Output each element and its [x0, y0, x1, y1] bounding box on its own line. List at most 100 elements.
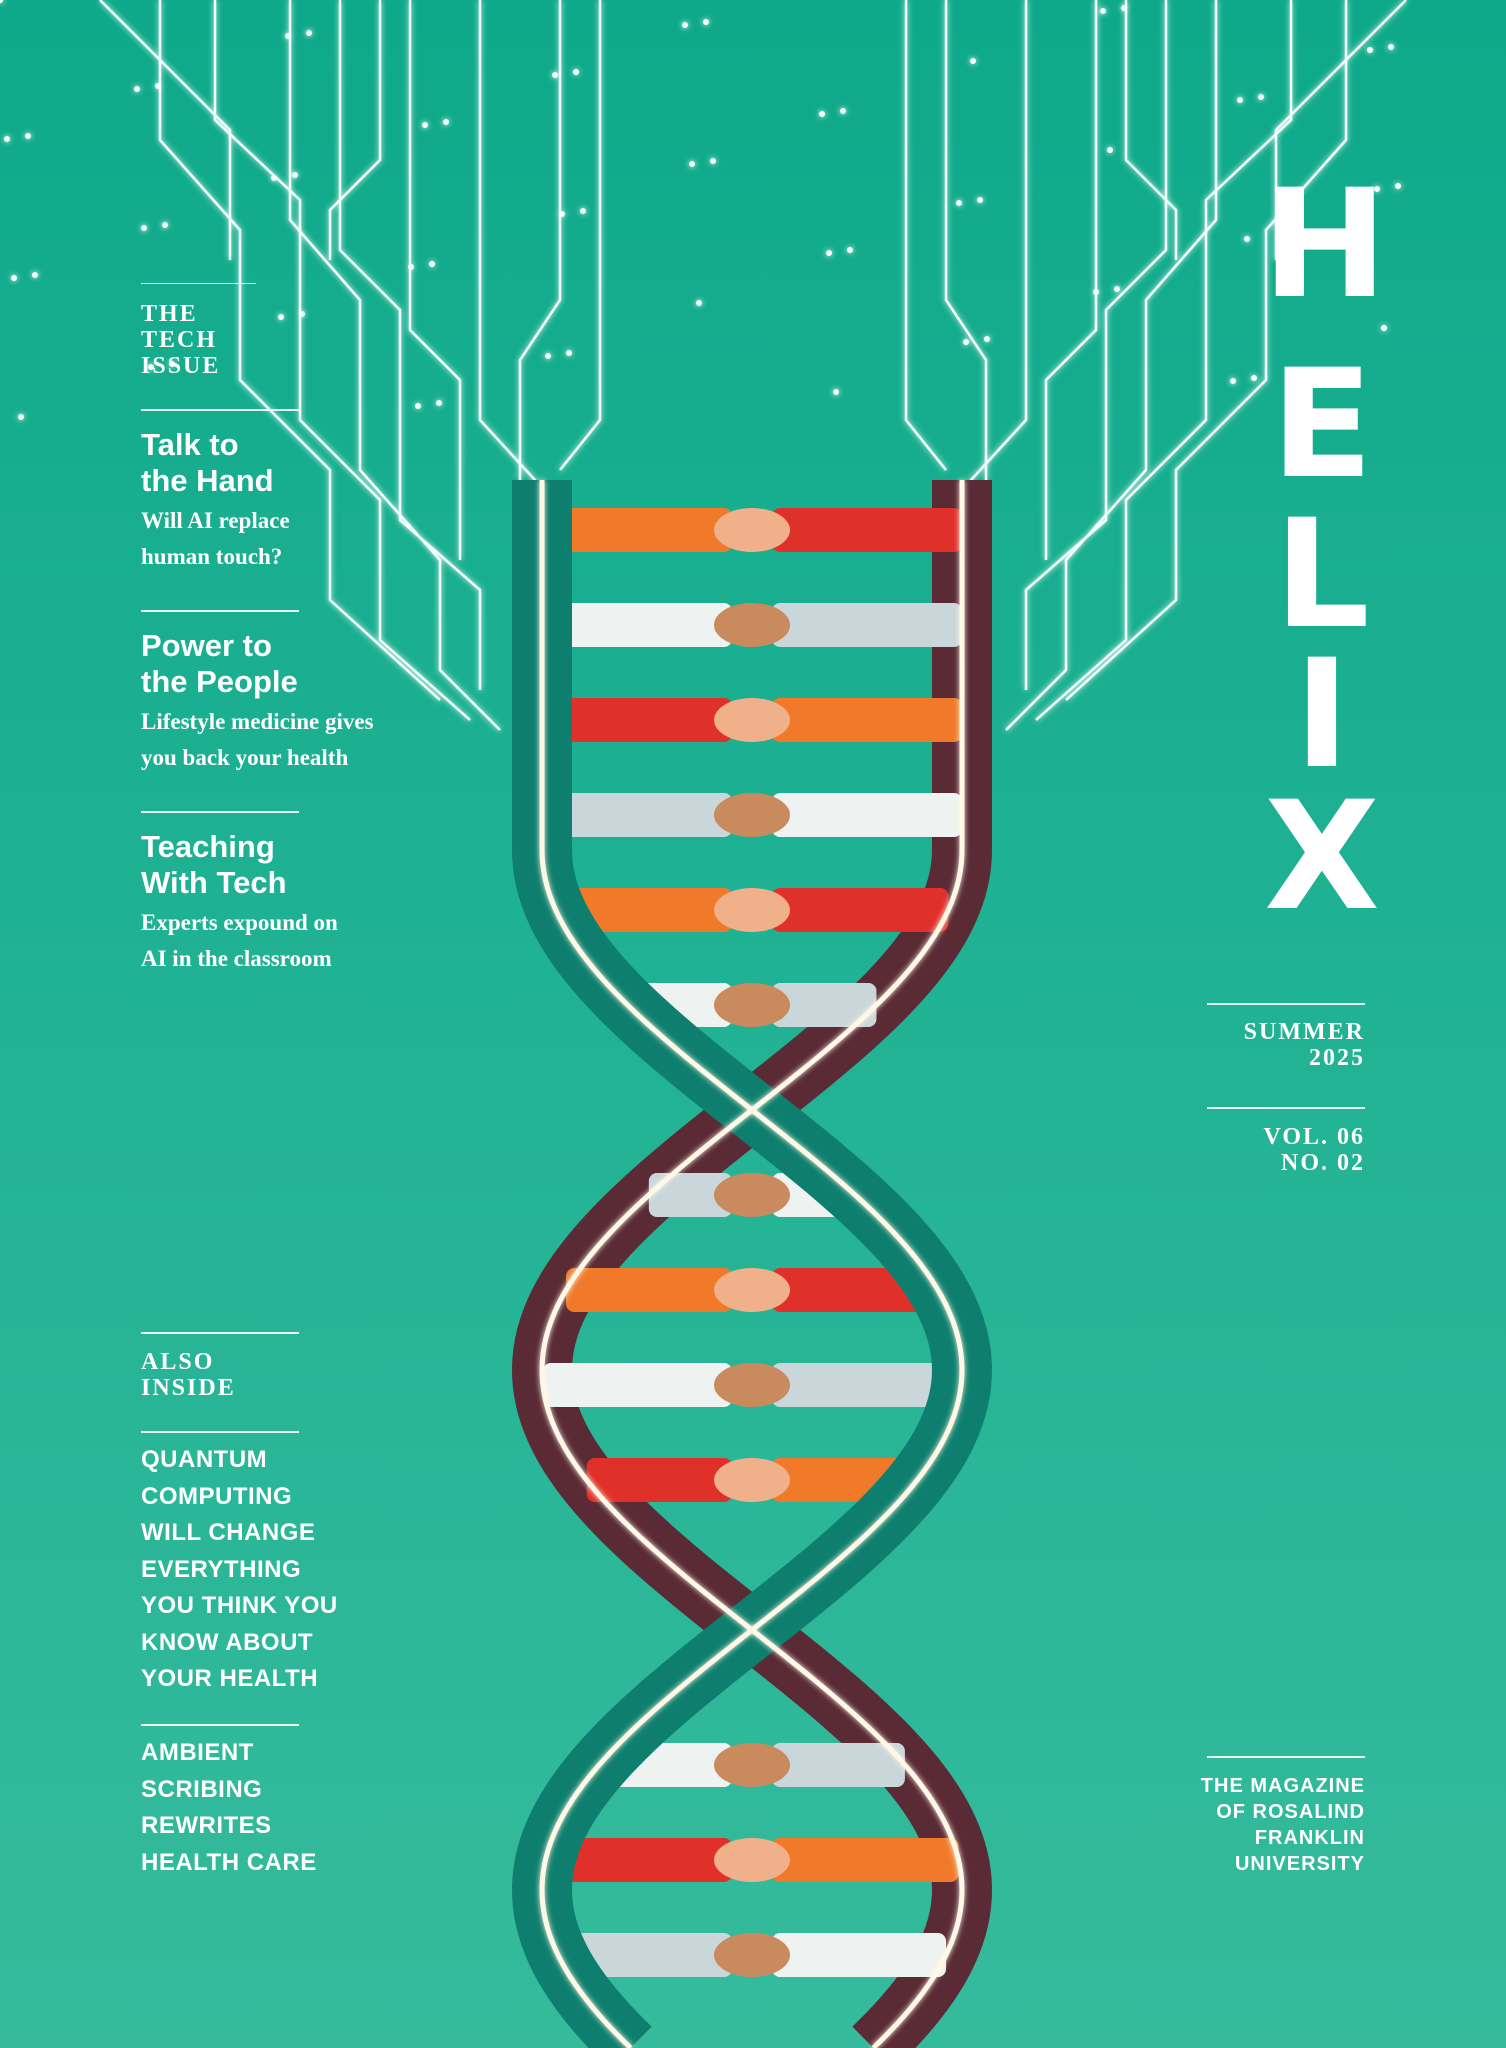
masthead-letter: I	[1294, 628, 1350, 802]
circuit-dot	[819, 111, 825, 117]
circuit-dot	[580, 208, 586, 214]
circuit-dot	[1121, 5, 1127, 11]
circuit-dot	[1381, 325, 1387, 331]
divider	[1207, 1107, 1365, 1109]
circuit-trace	[1065, 0, 1348, 701]
kicker-line: THE	[141, 301, 198, 327]
story-title: the Hand	[141, 463, 274, 498]
sleeve-left	[566, 1268, 732, 1312]
also-inside-item-1[interactable]: QUANTUM COMPUTING WILL CHANGE EVERYTHING…	[141, 1442, 338, 1698]
circuit-dot	[840, 108, 846, 114]
circuit-dot	[429, 261, 435, 267]
divider	[141, 1724, 299, 1726]
dna-helix	[512, 480, 992, 2048]
circuit-dot	[436, 400, 442, 406]
circuit-trace	[1124, 0, 1178, 260]
circuit-trace	[213, 0, 471, 721]
circuit-traces	[0, 0, 1407, 731]
sleeve-left	[542, 1363, 732, 1407]
circuit-trace	[559, 0, 602, 471]
divider	[1207, 1756, 1365, 1758]
circuit-dot	[1107, 147, 1113, 153]
story-title: Talk to	[141, 427, 239, 462]
headline-line: REWRITES	[141, 1812, 272, 1839]
also-inside-item-2[interactable]: AMBIENT SCRIBING REWRITES HEALTH CARE	[141, 1735, 317, 1881]
publisher-text: OF ROSALIND	[1216, 1801, 1365, 1823]
sleeve-right	[772, 1363, 962, 1407]
divider	[141, 1431, 299, 1433]
circuit-trace	[338, 0, 482, 690]
kicker-line: ISSUE	[141, 353, 221, 379]
circuit-trace	[904, 0, 947, 471]
sleeve-left	[542, 793, 732, 837]
handshake	[714, 983, 790, 1027]
label-line: INSIDE	[141, 1375, 236, 1401]
circuit-trace	[99, 0, 232, 260]
sleeve-left	[586, 1458, 732, 1502]
circuit-trace	[288, 0, 501, 731]
circuit-dot	[0, 0, 3, 3]
issue-volume: VOL. 06 NO. 02	[1263, 1124, 1365, 1176]
circuit-dot	[833, 389, 839, 395]
circuit-dot	[32, 272, 38, 278]
circuit-dot	[443, 119, 449, 125]
year: 2025	[1309, 1045, 1365, 1071]
label-line: ALSO	[141, 1349, 215, 1375]
circuit-dot	[299, 311, 305, 317]
sleeve-left	[545, 1838, 732, 1882]
sleeve-right	[772, 698, 962, 742]
headline-line: QUANTUM	[141, 1446, 268, 1473]
circuit-dot	[545, 353, 551, 359]
handshake	[714, 1838, 790, 1882]
masthead-letter: L	[1274, 488, 1370, 662]
headline-line: COMPUTING	[141, 1482, 293, 1510]
sleeve-left	[542, 508, 732, 552]
sleeve-left	[555, 888, 732, 932]
masthead-letter: X	[1264, 770, 1380, 944]
circuit-dot	[1100, 8, 1106, 14]
sleeve-right	[772, 1743, 905, 1787]
circuit-dot	[292, 172, 298, 178]
circuit-trace	[1005, 0, 1218, 731]
circuit-dot	[1093, 289, 1099, 295]
cover-story-2[interactable]: Power to the People Lifestyle medicine gi…	[141, 628, 471, 776]
circuit-dot	[977, 197, 983, 203]
circuit-dot	[566, 350, 572, 356]
circuit-dot	[4, 136, 10, 142]
also-inside-label: ALSO INSIDE	[141, 1349, 236, 1401]
circuit-dot	[408, 264, 414, 270]
handshake	[714, 1933, 790, 1977]
publisher-text: THE MAGAZINE	[1200, 1775, 1365, 1797]
handshake	[714, 508, 790, 552]
circuit-dot	[559, 211, 565, 217]
circuit-dot	[141, 225, 147, 231]
sleeve-right	[772, 1838, 959, 1882]
handshake	[714, 698, 790, 742]
cover-story-1[interactable]: Talk to the Hand Will AI replace human tou…	[141, 427, 431, 575]
story-title: Power to	[141, 628, 272, 663]
sleeve-left	[557, 1933, 732, 1977]
season: SUMMER	[1243, 1019, 1365, 1045]
circuit-trace	[944, 0, 988, 480]
sleeve-right	[772, 603, 962, 647]
headline-line: WILL CHANGE	[141, 1519, 316, 1546]
circuit-dot	[963, 339, 969, 345]
handshake	[714, 603, 790, 647]
sleeve-left	[542, 603, 732, 647]
divider	[141, 610, 299, 612]
handshake	[714, 1458, 790, 1502]
circuit-dot	[970, 58, 976, 64]
circuit-dot	[826, 250, 832, 256]
cover-story-3[interactable]: Teaching With Tech Experts expound on AI i…	[141, 829, 431, 977]
handshake	[714, 1173, 790, 1217]
headline-line: KNOW ABOUT	[141, 1628, 314, 1656]
circuit-dot	[847, 247, 853, 253]
headline-line: EVERYTHING	[141, 1555, 302, 1583]
story-dek: you back your health	[141, 745, 349, 770]
handshake	[714, 888, 790, 932]
circuit-dot	[1367, 47, 1373, 53]
helix-glow-edge	[539, 480, 965, 2048]
circuit-dot	[956, 200, 962, 206]
sleeve-right	[772, 983, 877, 1027]
